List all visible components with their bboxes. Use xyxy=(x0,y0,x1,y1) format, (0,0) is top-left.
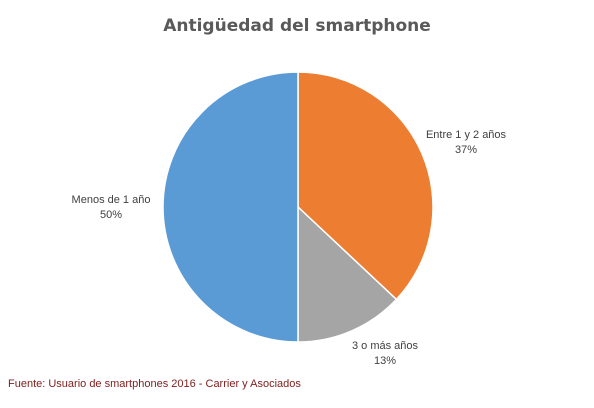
pie-labels: Entre 1 y 2 años 37% 3 o más años 13% Menos … xyxy=(72,129,507,367)
pie-slice-3 xyxy=(162,71,299,343)
pie-slice-2 xyxy=(297,205,398,343)
slice-label-2: 3 o más años xyxy=(352,340,419,352)
slice-label-3: Menos de 1 año xyxy=(72,194,151,206)
chart-title: Antigüedad del smartphone xyxy=(163,16,431,36)
slice-value-label-2: 13% xyxy=(374,355,396,367)
slice-value-label-3: 50% xyxy=(100,209,122,221)
slice-label-1: Entre 1 y 2 años xyxy=(426,129,507,141)
slice-value-label-1: 37% xyxy=(455,144,477,156)
pie-slice-1 xyxy=(297,71,434,301)
pie-slices xyxy=(162,71,434,343)
source-note: Fuente: Usuario de smartphones 2016 - Ca… xyxy=(8,378,301,390)
